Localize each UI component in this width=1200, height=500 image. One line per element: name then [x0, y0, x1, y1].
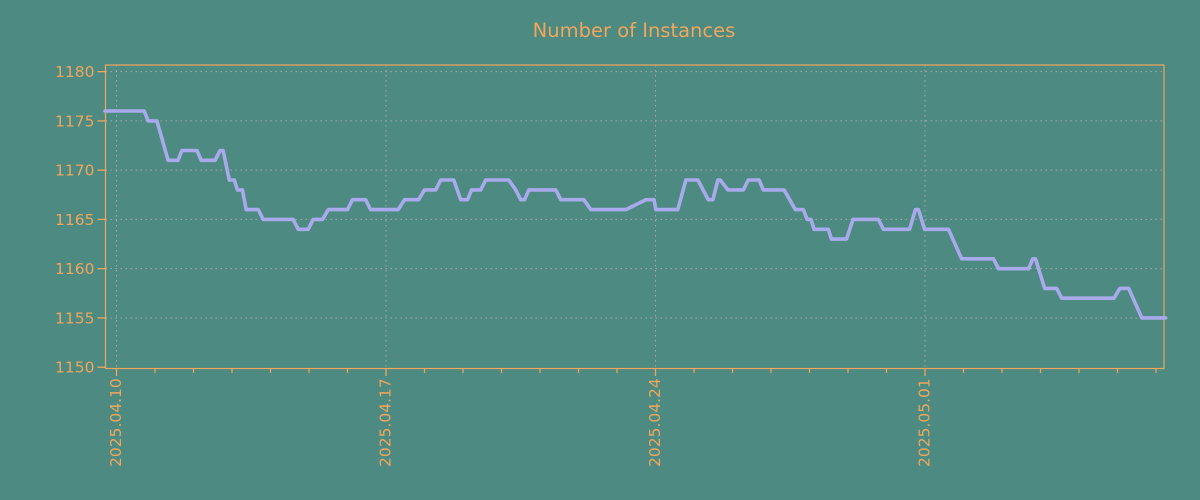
y-axis-ticks [97, 70, 106, 368]
x-tick-label: 2025.04.10 [107, 378, 125, 467]
y-tick-label: 1175 [55, 112, 94, 130]
vertical-gridlines [116, 65, 926, 369]
y-axis-tick-labels: 1150 1155 1160 1165 1170 1175 1180 [55, 63, 94, 377]
plot-frame [104, 64, 1165, 370]
x-tick-label: 2025.04.17 [377, 378, 395, 467]
data-series [103, 109, 1168, 320]
y-tick-label: 1170 [55, 162, 94, 180]
x-axis-ticks [115, 368, 1157, 376]
chart-title: Number of Instances [533, 19, 736, 42]
x-axis-tick-labels: 2025.04.10 2025.04.17 2025.04.24 2025.05.01 [107, 378, 934, 467]
y-tick-label: 1160 [55, 260, 94, 278]
y-tick-label: 1180 [55, 63, 94, 81]
y-tick-label: 1150 [55, 359, 94, 377]
x-tick-label: 2025.04.24 [646, 378, 664, 467]
x-tick-label: 2025.05.01 [916, 378, 934, 467]
y-tick-label: 1165 [55, 211, 94, 229]
y-tick-label: 1155 [55, 309, 94, 327]
instances-line [103, 109, 1168, 320]
